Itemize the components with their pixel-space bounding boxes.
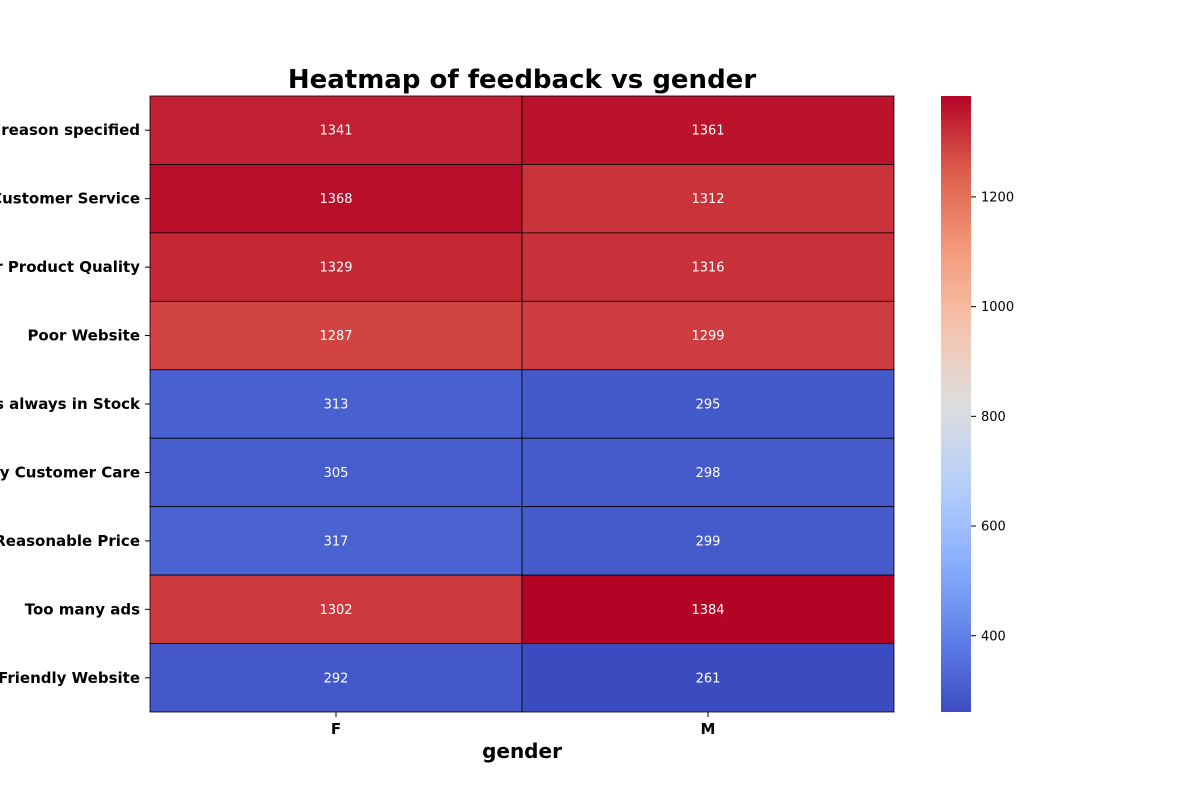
row-tick-label: Too many ads xyxy=(25,600,140,618)
row-tick-labels: No reason specified Poor Customer Service… xyxy=(0,121,150,687)
row-tick-label: Reasonable Price xyxy=(0,532,140,550)
chart-title: Heatmap of feedback vs gender xyxy=(288,65,756,95)
cell-value-label: 1368 xyxy=(319,192,352,207)
cell-value-label: 1287 xyxy=(319,329,352,344)
cell-value-label: 1316 xyxy=(691,261,724,276)
heatmap-cell xyxy=(521,232,895,302)
heatmap-cell xyxy=(149,643,523,713)
x-axis-label: gender xyxy=(482,739,562,763)
heatmap-cell xyxy=(521,300,895,371)
cell-value-label: 1329 xyxy=(319,261,352,276)
colorbar-tick-label: 800 xyxy=(981,410,1006,425)
colorbar-tick-label: 1000 xyxy=(981,300,1014,315)
colorbar: 400 600 800 1000 1200 xyxy=(941,96,1014,712)
heatmap-cell xyxy=(149,574,523,644)
colorbar-tick-label: 600 xyxy=(981,520,1006,535)
heatmap-cell xyxy=(521,369,895,439)
row-tick-label: Poor Product Quality xyxy=(0,258,140,276)
cell-value-label: 313 xyxy=(324,398,349,413)
cell-value-label: 1299 xyxy=(691,329,724,344)
heatmap-cell xyxy=(521,643,895,713)
cell-value-label: 1341 xyxy=(319,124,352,139)
row-tick-label: Products always in Stock xyxy=(0,395,141,413)
column-tick-label: M xyxy=(701,720,716,738)
cell-value-label: 298 xyxy=(696,466,721,481)
cell-value-label: 1312 xyxy=(691,192,724,207)
heatmap-cell xyxy=(521,95,895,165)
cell-value-label: 299 xyxy=(696,534,721,549)
heatmap-cell xyxy=(149,164,523,234)
row-tick-label: No reason specified xyxy=(0,121,140,139)
column-tick-label: F xyxy=(331,720,341,738)
colorbar-gradient xyxy=(941,96,971,712)
heatmap-cell xyxy=(149,506,523,576)
row-tick-label: Poor Customer Service xyxy=(0,190,140,208)
heatmap-cell xyxy=(149,232,523,302)
cell-value-label: 261 xyxy=(696,671,721,686)
heatmap-cell xyxy=(521,574,895,644)
cell-value-label: 305 xyxy=(324,466,349,481)
row-tick-label: Quality Customer Care xyxy=(0,463,140,481)
cell-value-label: 295 xyxy=(696,398,721,413)
heatmap-cells: 1341 1361 1368 1312 1329 1316 1287 1299 313 295 30… xyxy=(149,95,895,713)
row-tick-label: User Friendly Website xyxy=(0,669,140,687)
heatmap-cell xyxy=(521,506,895,576)
heatmap-cell xyxy=(149,300,523,371)
heatmap-cell xyxy=(149,95,523,165)
colorbar-tick-label: 1200 xyxy=(981,190,1014,205)
colorbar-tick-label: 400 xyxy=(981,629,1006,644)
cell-value-label: 317 xyxy=(324,534,349,549)
cell-value-label: 1302 xyxy=(319,603,352,618)
cell-value-label: 292 xyxy=(324,671,349,686)
heatmap-cell xyxy=(521,437,895,508)
cell-value-label: 1384 xyxy=(691,603,724,618)
cell-value-label: 1361 xyxy=(691,124,724,139)
row-tick-label: Poor Website xyxy=(27,327,140,345)
heatmap-cell xyxy=(521,164,895,234)
